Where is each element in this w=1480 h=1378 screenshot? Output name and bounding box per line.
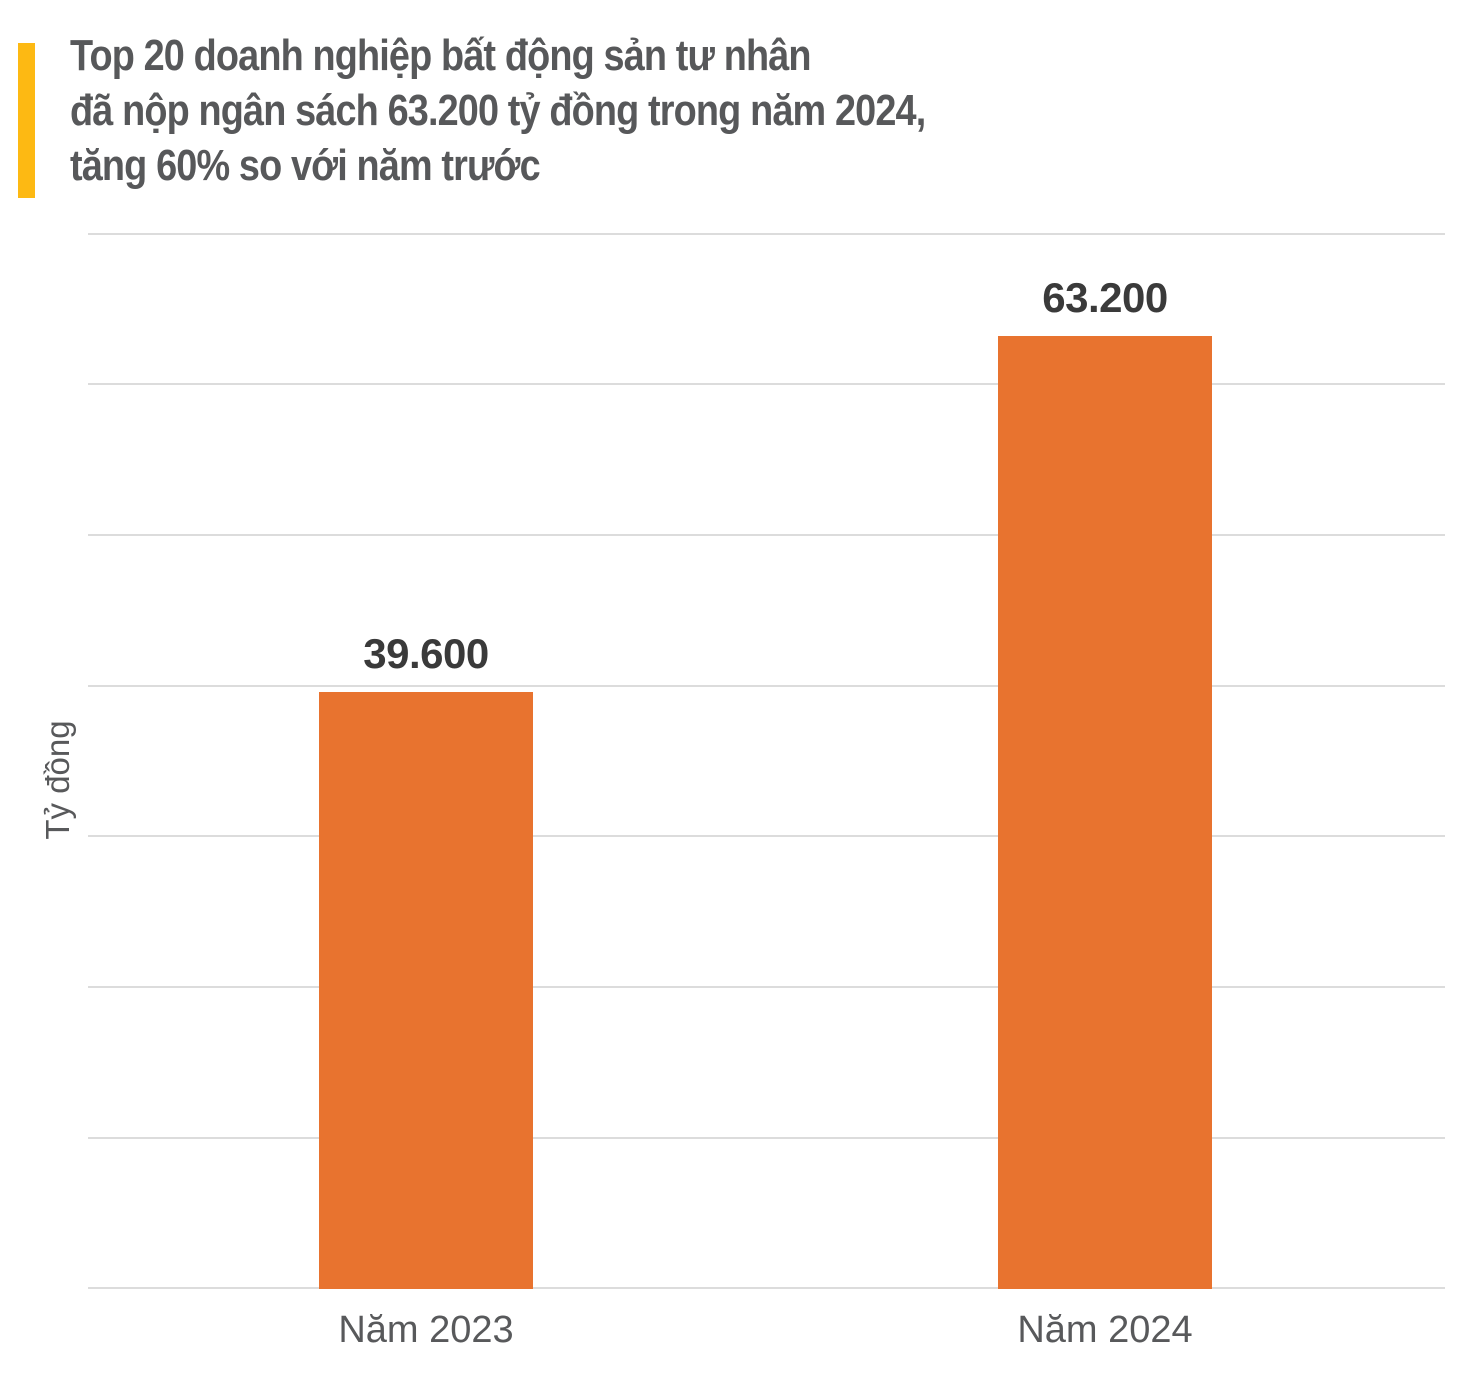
gridline-10000 (88, 1137, 1445, 1140)
bar-nam-2024 (998, 335, 1212, 1289)
gridline-50000 (88, 533, 1445, 536)
gridline-20000 (88, 986, 1445, 989)
chart-title-line-2: đã nộp ngân sách 63.200 tỷ đồng trong nă… (70, 86, 926, 135)
gridline-40000 (88, 684, 1445, 687)
bar-nam-2023 (319, 691, 533, 1289)
bar-group-nam-2023: 39.600 Năm 2023 (319, 630, 533, 1351)
bar-value-label-nam-2024: 63.200 (1042, 273, 1168, 321)
chart-title-line-1: Top 20 doanh nghiệp bất động sản tư nhân (70, 31, 812, 80)
x-axis-label-nam-2023: Năm 2023 (338, 1309, 514, 1351)
bar-group-nam-2024: 63.200 Năm 2024 (998, 274, 1212, 1351)
title-accent-bar (18, 43, 35, 198)
gridline-baseline (88, 1287, 1445, 1289)
gridline-30000 (88, 835, 1445, 838)
y-axis-label: Tỷ đồng (39, 720, 76, 840)
gridline-60000 (88, 382, 1445, 385)
gridline-70000 (88, 233, 1445, 235)
chart-title-line-3: tăng 60% so với năm trước (70, 141, 541, 190)
bar-value-label-nam-2023: 39.600 (363, 629, 489, 677)
x-axis-label-nam-2024: Năm 2024 (1017, 1309, 1193, 1351)
plot-area: 39.600 Năm 2023 63.200 Năm 2024 (88, 233, 1445, 1351)
chart-title: Top 20 doanh nghiệp bất động sản tư nhân… (70, 28, 926, 193)
